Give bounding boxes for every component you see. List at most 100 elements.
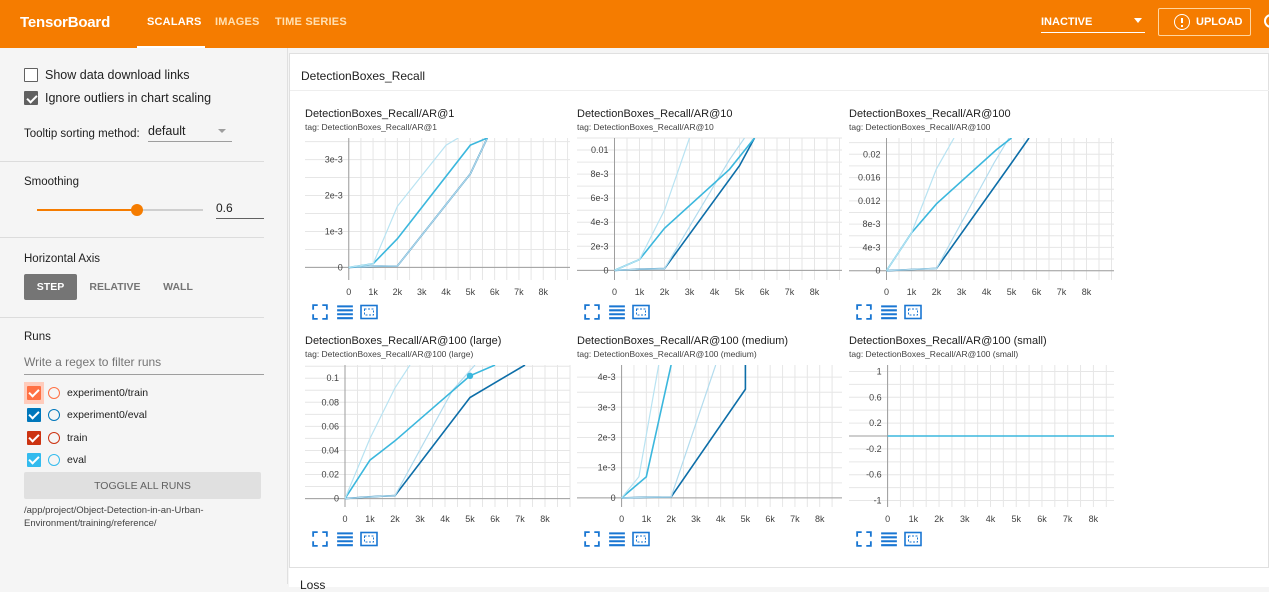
x-tick-label: 8k (810, 287, 820, 297)
log-scale-icon[interactable] (880, 304, 898, 320)
line-chart[interactable]: 0 1e-3 2e-3 3e-3 4e-3 0 1k 2k 3k 4k 5k 6k 7k 8k (577, 361, 847, 529)
series-line (621, 365, 717, 499)
app-title: TensorBoard (20, 14, 111, 31)
expand-icon[interactable] (311, 531, 329, 547)
series-line (614, 138, 691, 271)
run-color-icon[interactable] (48, 432, 60, 444)
line-chart[interactable]: -1 -0.6 -0.2 0.2 0.6 1 0 1k 2k 3k 4k 5k 6k 7k 8k (849, 361, 1119, 529)
fit-domain-icon[interactable] (904, 531, 922, 547)
smoothing-input[interactable]: 0.6 (216, 201, 264, 219)
x-tick-label: 4k (710, 287, 720, 297)
axis-relative-button[interactable]: RELATIVE (89, 281, 141, 293)
toggle-all-runs-button[interactable]: TOGGLE ALL RUNS (24, 472, 261, 499)
fit-domain-icon[interactable] (360, 304, 378, 320)
log-scale-icon[interactable] (880, 531, 898, 547)
line-chart[interactable]: 0 1e-3 2e-3 3e-3 0 1k 2k 3k 4k 5k 6k 7k 8k (305, 134, 575, 302)
run-name: eval (67, 454, 87, 466)
chart-card: DetectionBoxes_Recall/AR@100 tag: Detecti… (849, 108, 1114, 332)
line-chart[interactable]: 0 0.02 0.04 0.06 0.08 0.1 0 1k 2k 3k 4k 5k 6k 7k 8k (305, 361, 575, 529)
run-checkbox[interactable] (27, 431, 41, 445)
smoothing-slider-thumb[interactable] (130, 204, 143, 216)
x-tick-label: 2k (660, 287, 670, 297)
run-checkbox[interactable] (27, 408, 41, 422)
show-download-links-label: Show data download links (45, 68, 190, 82)
run-checkbox[interactable] (27, 386, 41, 400)
show-download-links-checkbox[interactable] (24, 68, 38, 82)
log-scale-icon[interactable] (608, 304, 626, 320)
next-group-card: Loss (289, 567, 1269, 592)
status-select[interactable]: INACTIVE (1041, 13, 1145, 33)
x-tick-label: 3k (691, 514, 701, 524)
smoothing-slider[interactable] (37, 204, 203, 216)
group-title[interactable]: DetectionBoxes_Recall (301, 69, 426, 83)
x-tick-label: 6k (760, 287, 770, 297)
log-directory-path: /app/project/Object-Detection-in-an-Urba… (24, 505, 204, 529)
ignore-outliers-checkbox[interactable] (24, 91, 38, 105)
chart-card: DetectionBoxes_Recall/AR@100 (small) tag:… (849, 335, 1114, 559)
x-tick-label: 0 (346, 287, 351, 297)
fit-domain-icon[interactable] (632, 304, 650, 320)
chart-tag: tag: DetectionBoxes_Recall/AR@100 (mediu… (577, 349, 757, 359)
y-tick-label: 0.04 (321, 445, 339, 455)
divider (0, 161, 264, 162)
expand-icon[interactable] (583, 531, 601, 547)
upload-button[interactable]: UPLOAD (1158, 8, 1251, 36)
x-tick-label: 8k (1082, 287, 1092, 297)
fit-domain-icon[interactable] (360, 531, 378, 547)
x-tick-label: 8k (540, 514, 550, 524)
y-tick-label: 0.012 (858, 196, 881, 206)
axis-wall-button[interactable]: WALL (163, 281, 193, 293)
fit-domain-icon[interactable] (632, 531, 650, 547)
run-color-icon[interactable] (48, 387, 60, 399)
x-tick-label: 1k (642, 514, 652, 524)
run-color-icon[interactable] (48, 454, 60, 466)
smoothing-slider-fill (37, 209, 137, 211)
smoothing-label: Smoothing (24, 176, 79, 188)
tab-scalars[interactable]: SCALARS (147, 16, 202, 28)
run-filter-input[interactable]: Write a regex to filter runs (24, 355, 264, 375)
x-tick-label: 5k (1011, 514, 1021, 524)
tooltip-sorting-value: default (148, 124, 186, 138)
x-tick-label: 2k (932, 287, 942, 297)
expand-icon[interactable] (855, 304, 873, 320)
next-group-title[interactable]: Loss (300, 578, 326, 592)
x-tick-label: 2k (666, 514, 676, 524)
run-checkbox[interactable] (27, 453, 41, 467)
line-chart[interactable]: 0 2e-3 4e-3 6e-3 8e-3 0.01 0 1k 2k 3k 4k 5k 6k 7k 8k (577, 134, 847, 302)
log-scale-icon[interactable] (336, 531, 354, 547)
chart-tag: tag: DetectionBoxes_Recall/AR@100 (small… (849, 349, 1019, 359)
chart-card: DetectionBoxes_Recall/AR@10 tag: Detectio… (577, 108, 842, 332)
expand-icon[interactable] (311, 304, 329, 320)
x-tick-label: 0 (619, 514, 624, 524)
settings-icon[interactable] (1264, 14, 1269, 28)
run-color-icon[interactable] (48, 409, 60, 421)
y-tick-label: 0.01 (591, 145, 609, 155)
x-tick-label: 5k (1007, 287, 1017, 297)
chart-title: DetectionBoxes_Recall/AR@10 (577, 108, 733, 120)
chart-title: DetectionBoxes_Recall/AR@100 (medium) (577, 335, 789, 347)
tab-images[interactable]: IMAGES (215, 16, 260, 28)
x-tick-label: 6k (1032, 287, 1042, 297)
y-tick-label: 2e-3 (325, 191, 343, 201)
y-tick-label: 2e-3 (590, 241, 608, 251)
y-tick-label: 3e-3 (325, 155, 343, 165)
fit-domain-icon[interactable] (904, 304, 922, 320)
expand-icon[interactable] (855, 531, 873, 547)
log-scale-icon[interactable] (336, 304, 354, 320)
series-line (886, 138, 1010, 272)
log-scale-icon[interactable] (608, 531, 626, 547)
x-tick-label: 0 (612, 287, 617, 297)
x-tick-label: 3k (417, 287, 427, 297)
line-chart[interactable]: 0 4e-3 8e-3 0.012 0.016 0.02 0 1k 2k 3k 4k 5k 6k 7k 8k (849, 134, 1119, 302)
run-name: train (67, 432, 88, 444)
expand-icon[interactable] (583, 304, 601, 320)
axis-step-button[interactable]: STEP (24, 274, 77, 300)
x-tick-label: 3k (960, 514, 970, 524)
y-tick-label: 1e-3 (598, 463, 616, 473)
x-tick-label: 4k (441, 287, 451, 297)
y-tick-label: 0.016 (858, 173, 881, 183)
tab-time-series[interactable]: TIME SERIES (275, 16, 347, 28)
series-line (344, 365, 496, 500)
y-tick-label: 8e-3 (590, 169, 608, 179)
tooltip-sorting-select[interactable]: default (148, 124, 232, 142)
